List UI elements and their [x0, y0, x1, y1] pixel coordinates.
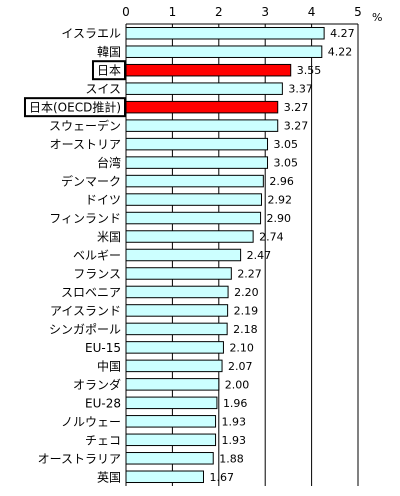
category-label: オランダ — [73, 377, 121, 392]
category-label: 英国 — [97, 470, 121, 484]
bar — [125, 341, 224, 354]
category-label: EU-15 — [85, 341, 121, 355]
category-label: フランス — [73, 267, 121, 281]
x-tick-label: 3 — [261, 5, 269, 19]
bars — [125, 26, 325, 484]
bar — [125, 304, 229, 317]
x-tick-label: 5 — [354, 5, 362, 19]
category-label: アイスランド — [50, 304, 121, 318]
value-label: 3.37 — [288, 83, 313, 96]
value-label: 2.19 — [234, 304, 259, 317]
x-tick-labels: 0 1 2 3 4 5 — [122, 5, 362, 19]
category-label: チェコ — [85, 433, 121, 447]
bar — [125, 415, 217, 428]
value-label: 2.18 — [233, 323, 257, 336]
value-label: 1.67 — [209, 471, 234, 484]
unit-label: % — [372, 11, 382, 24]
bar — [125, 63, 292, 77]
bar — [125, 137, 269, 151]
category-label: 日本(OECD推計) — [29, 100, 121, 115]
bar — [125, 230, 254, 243]
bar — [125, 174, 264, 188]
value-label: 2.74 — [259, 231, 284, 244]
x-tick-label: 4 — [308, 5, 316, 19]
x-tick-label: 1 — [169, 5, 177, 19]
category-label: スロベニア — [61, 285, 121, 299]
x-tick-label: 0 — [122, 5, 130, 19]
highlight-box — [91, 60, 126, 81]
bar — [125, 322, 228, 336]
category-label: オーストリア — [50, 138, 121, 152]
highlight-box — [23, 97, 126, 118]
bar — [125, 433, 217, 447]
value-label: 4.27 — [330, 27, 355, 40]
bar — [125, 248, 242, 262]
category-label: ベルギー — [73, 249, 121, 263]
value-label: 2.07 — [228, 360, 253, 373]
value-label: 3.55 — [297, 64, 322, 77]
bar — [125, 470, 204, 484]
x-tick-label: 2 — [215, 5, 223, 19]
value-label: 2.20 — [234, 286, 259, 299]
value-label: 3.27 — [284, 101, 309, 114]
bar — [125, 26, 325, 40]
bar — [125, 45, 323, 58]
bar — [125, 452, 214, 465]
bar — [125, 119, 279, 132]
value-label: 4.22 — [328, 46, 353, 59]
category-label: 台湾 — [97, 155, 121, 170]
value-label: 1.88 — [219, 452, 244, 465]
category-label: 日本 — [97, 64, 121, 78]
value-label: 3.27 — [284, 120, 309, 133]
value-label: 3.05 — [274, 138, 299, 151]
category-label: イスラエル — [61, 27, 121, 41]
category-label: スウェーデン — [49, 118, 121, 133]
category-label: オーストラリア — [38, 452, 121, 466]
bar — [125, 267, 232, 280]
category-label: 韓国 — [97, 45, 121, 59]
category-label: 中国 — [97, 358, 121, 373]
category-label: ドイツ — [85, 193, 121, 207]
value-label: 2.27 — [237, 267, 262, 280]
category-label: スイス — [85, 82, 121, 96]
value-label: 2.90 — [267, 212, 292, 225]
value-label: 2.47 — [247, 249, 272, 262]
category-label: デンマーク — [61, 174, 121, 189]
bar — [125, 193, 262, 206]
category-label: 米国 — [97, 230, 121, 244]
value-label: 3.05 — [274, 157, 299, 170]
category-label: ノルウェー — [61, 415, 121, 429]
bar — [125, 378, 220, 391]
category-label: フィンランド — [49, 212, 121, 226]
value-label: 2.92 — [267, 194, 292, 207]
category-label: EU-28 — [85, 396, 121, 410]
bar — [125, 396, 218, 410]
value-label: 2.10 — [229, 341, 254, 354]
value-label: 1.96 — [223, 397, 248, 410]
value-label: 2.00 — [225, 378, 250, 391]
bar — [125, 211, 262, 225]
value-label: 1.93 — [222, 415, 247, 428]
value-label: 1.93 — [222, 434, 247, 447]
bar — [125, 82, 283, 95]
bar — [125, 156, 269, 169]
bar — [125, 285, 229, 299]
category-label: シンガポール — [49, 322, 121, 336]
value-label: 2.96 — [269, 175, 294, 188]
bar — [125, 359, 223, 373]
bar — [125, 100, 279, 114]
value-labels: 4.27 4.22 3.55 3.37 3.27 3.27 3.05 3.05 2.96 2.92… — [209, 27, 354, 484]
